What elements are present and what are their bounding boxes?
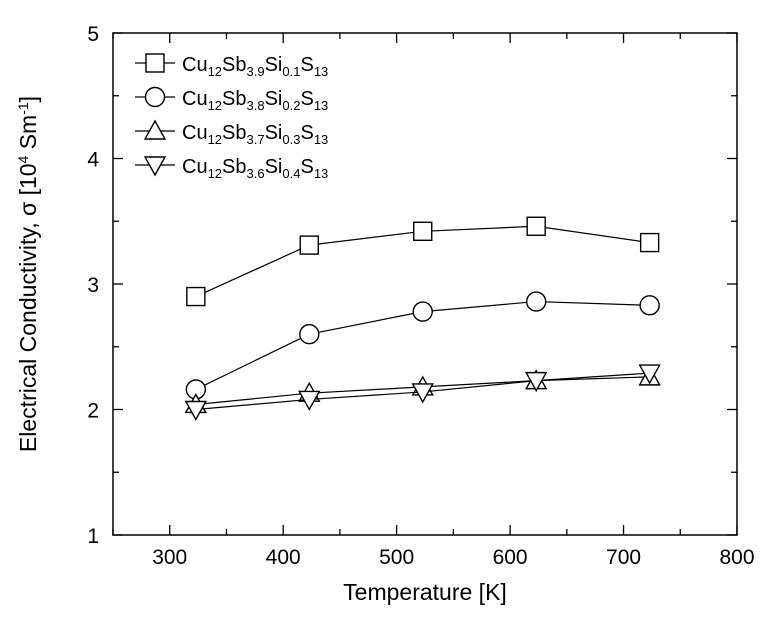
legend-entry-4: Cu12Sb3.6Si0.4S13	[135, 156, 328, 181]
x-tick-label: 700	[606, 546, 641, 569]
x-axis-title: Temperature [K]	[343, 579, 507, 605]
legend-label-element: Cu	[182, 122, 208, 144]
data-point-square	[639, 232, 660, 253]
legend-label-subscript: 3.8	[247, 98, 265, 113]
legend-label-subscript: 0.1	[282, 64, 300, 79]
y-axis-title-exp: 4	[15, 155, 31, 163]
data-point-triangle-down	[524, 371, 548, 393]
legend-label-element: Si	[265, 88, 283, 110]
legend-marker-square	[145, 53, 165, 73]
data-point-square	[413, 221, 433, 241]
data-point-triangle-down	[298, 390, 321, 411]
y-tick-label: 1	[87, 525, 99, 548]
series-4	[184, 364, 661, 421]
legend-label-subscript: 13	[314, 98, 328, 113]
legend-marker-triangle-up	[143, 119, 167, 140]
legend-label-subscript: 13	[314, 166, 328, 181]
legend-label-subscript: 0.4	[282, 166, 300, 181]
legend-label: Cu12Sb3.9Si0.1S13	[182, 54, 328, 79]
data-point-square	[526, 216, 546, 236]
data-point-triangle-down	[411, 383, 434, 404]
x-tick-label: 400	[266, 546, 301, 569]
legend-marker-circle	[144, 86, 166, 108]
y-tick-label: 4	[87, 149, 99, 172]
legend-label-element: Cu	[182, 88, 208, 110]
data-point-circle	[299, 324, 320, 345]
legend-label-subscript: 12	[208, 64, 222, 79]
legend-label-element: S	[300, 54, 313, 76]
legend-label-element: Sb	[222, 122, 246, 144]
legend: Cu12Sb3.9Si0.1S13Cu12Sb3.8Si0.2S13Cu12Sb…	[135, 53, 328, 181]
data-point-circle	[525, 291, 547, 312]
legend-label-subscript: 12	[208, 132, 222, 147]
y-axis-title-main: Electrical Conductivity, σ [10	[15, 163, 41, 452]
y-axis-title-close: ]	[15, 96, 41, 102]
legend-entry-1: Cu12Sb3.9Si0.1S13	[135, 53, 328, 79]
y-tick-label: 3	[87, 274, 99, 297]
legend-label-subscript: 0.2	[282, 98, 300, 113]
legend-label-element: S	[300, 88, 313, 110]
legend-label-element: Cu	[182, 156, 208, 178]
x-tick-label: 300	[152, 546, 187, 569]
legend-label-subscript: 13	[314, 132, 328, 147]
data-point-square	[186, 286, 206, 307]
legend-entry-2: Cu12Sb3.8Si0.2S13	[135, 86, 328, 113]
data-point-triangle-down	[638, 364, 661, 385]
legend-label-element: S	[300, 156, 313, 178]
legend-label-element: Si	[265, 122, 283, 144]
data-point-circle	[412, 301, 433, 322]
legend-label-subscript: 3.9	[247, 64, 265, 79]
legend-label: Cu12Sb3.7Si0.3S13	[182, 122, 328, 147]
data-point-square	[299, 235, 319, 255]
legend-label-subscript: 3.6	[247, 166, 265, 181]
data-point-triangle-down	[184, 400, 208, 421]
legend-label-subscript: 12	[208, 166, 222, 181]
legend-label-element: Sb	[222, 88, 246, 110]
legend-label-subscript: 3.7	[247, 132, 265, 147]
legend-entry-3: Cu12Sb3.7Si0.3S13	[135, 119, 328, 147]
y-axis-title-unit-exp: -1	[15, 102, 31, 115]
y-axis-title-unit: Sm	[15, 115, 41, 156]
x-tick-label: 500	[379, 546, 414, 569]
series-2	[185, 291, 660, 400]
legend-marker-triangle-down	[143, 156, 167, 177]
data-point-circle	[639, 295, 660, 316]
legend-label-element: Si	[265, 156, 283, 178]
legend-label-element: Cu	[182, 54, 208, 76]
legend-label-subscript: 0.3	[282, 132, 300, 147]
x-tick-label: 800	[719, 546, 754, 569]
y-axis-title: Electrical Conductivity, σ [104 Sm-1]	[15, 96, 41, 452]
legend-label-element: Sb	[222, 54, 246, 76]
legend-label-subscript: 12	[208, 98, 222, 113]
series-group	[184, 216, 661, 421]
legend-label-element: S	[300, 122, 313, 144]
legend-label: Cu12Sb3.6Si0.4S13	[182, 156, 328, 181]
legend-label-element: Si	[265, 54, 283, 76]
series-1	[186, 216, 660, 307]
y-tick-label: 2	[87, 400, 99, 423]
x-tick-label: 600	[493, 546, 528, 569]
legend-label-subscript: 13	[314, 64, 328, 79]
legend-label-element: Sb	[222, 156, 246, 178]
y-tick-label: 5	[87, 23, 99, 46]
legend-label: Cu12Sb3.8Si0.2S13	[182, 88, 328, 113]
